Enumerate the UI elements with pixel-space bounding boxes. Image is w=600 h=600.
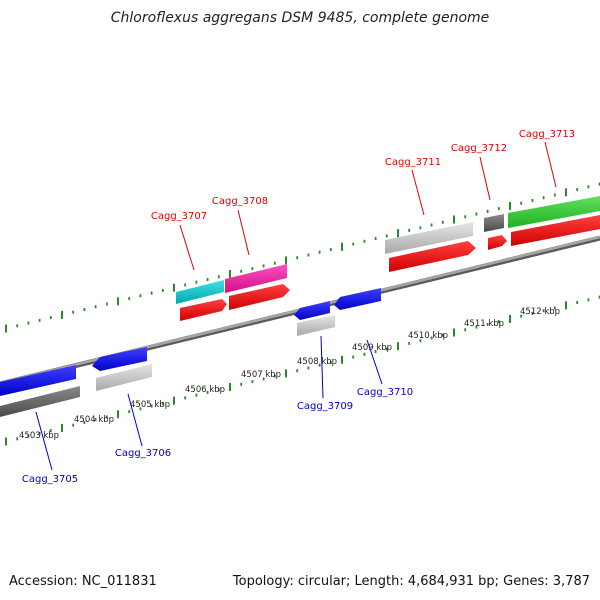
scale-label: 4507 kbp: [241, 370, 281, 380]
gene-label[interactable]: Cagg_3706: [115, 448, 171, 459]
gene-label[interactable]: Cagg_3705: [22, 474, 78, 485]
gene-leader-line: [320, 335, 324, 399]
scale-label: 4506 kbp: [185, 385, 225, 395]
scale-label: 4511 kbp: [464, 319, 504, 329]
gene-cagg-3711[interactable]: [385, 222, 476, 272]
gene-labels: Cagg_3705 Cagg_3706 Cagg_3707 Cagg_3708 Cagg…: [22, 129, 575, 485]
gene-leader-line: [411, 169, 425, 216]
gene-leader-line: [544, 141, 557, 188]
gene-cagg-3708[interactable]: [225, 264, 290, 310]
lower-tick-track: [5, 295, 600, 446]
gene-cagg-3705[interactable]: [0, 365, 80, 417]
gene-leader-line: [237, 209, 250, 256]
gene-label[interactable]: Cagg_3713: [519, 129, 575, 140]
gene-leader-line: [366, 339, 383, 385]
genome-title: Chloroflexus aggregans DSM 9485, complet…: [110, 10, 490, 26]
accession-text: Accession: NC_011831: [9, 574, 157, 589]
gene-leader-line: [479, 156, 491, 201]
scale-label: 4504 kbp: [74, 415, 114, 425]
genome-summary-text: Topology: circular; Length: 4,684,931 bp…: [232, 574, 590, 589]
gene-label[interactable]: Cagg_3712: [451, 143, 507, 154]
gene-features: [0, 196, 600, 417]
gene-cagg-3712[interactable]: [484, 214, 507, 250]
upper-tick-track: [5, 182, 600, 333]
gene-label[interactable]: Cagg_3708: [212, 196, 268, 207]
gene-cagg-3707[interactable]: [176, 280, 227, 321]
scale-labels: 4503 kbp 4504 kbp 4505 kbp 4506 kbp 4507 kbp…: [19, 307, 560, 441]
gene-label[interactable]: Cagg_3711: [385, 157, 441, 168]
gene-leader-line: [179, 224, 195, 271]
gene-label[interactable]: Cagg_3710: [357, 387, 413, 398]
gene-cagg-3710[interactable]: [334, 288, 381, 310]
gene-cagg-3709[interactable]: [294, 301, 335, 336]
gene-leader-line: [35, 411, 53, 471]
gene-leader-line: [127, 393, 143, 447]
tick-tracks: [5, 182, 600, 446]
gene-cagg-3713[interactable]: [508, 196, 600, 246]
scale-label: 4510 kbp: [408, 331, 448, 341]
scale-label: 4503 kbp: [19, 431, 59, 441]
gene-label[interactable]: Cagg_3707: [151, 211, 207, 222]
scale-label: 4505 kbp: [130, 400, 170, 410]
scale-label: 4512 kbp: [520, 307, 560, 317]
scale-label: 4508 kbp: [297, 357, 337, 367]
gene-cagg-3706[interactable]: [92, 347, 152, 391]
gene-label[interactable]: Cagg_3709: [297, 401, 353, 412]
scale-label: 4509 kbp: [352, 343, 392, 353]
